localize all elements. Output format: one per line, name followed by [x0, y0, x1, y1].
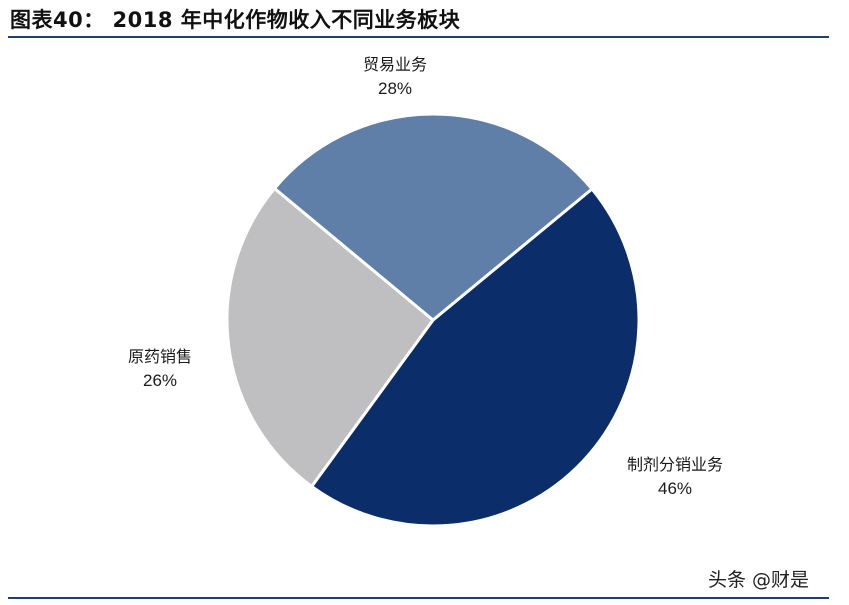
- slice-label-formulation-distribution: 制剂分销业务 46%: [610, 453, 740, 501]
- slice-name: 贸易业务: [362, 55, 427, 74]
- slice-label-api-sales: 原药销售 26%: [105, 345, 215, 393]
- slice-name: 制剂分销业务: [626, 455, 723, 474]
- slice-percent: 46%: [657, 479, 693, 498]
- slice-percent: 26%: [142, 371, 178, 390]
- slice-label-trading: 贸易业务 28%: [335, 53, 455, 101]
- pie-slice: [272, 112, 595, 322]
- slice-name: 原药销售: [127, 347, 192, 366]
- title-divider: [8, 36, 829, 38]
- bottom-divider: [8, 597, 829, 599]
- figure-title: 图表40： 2018 年中化作物收入不同业务板块: [10, 8, 461, 32]
- slice-percent: 28%: [377, 79, 413, 98]
- pie-slice: [225, 186, 436, 489]
- watermark: 头条 @财是: [708, 569, 810, 591]
- pie-slice: [309, 186, 641, 528]
